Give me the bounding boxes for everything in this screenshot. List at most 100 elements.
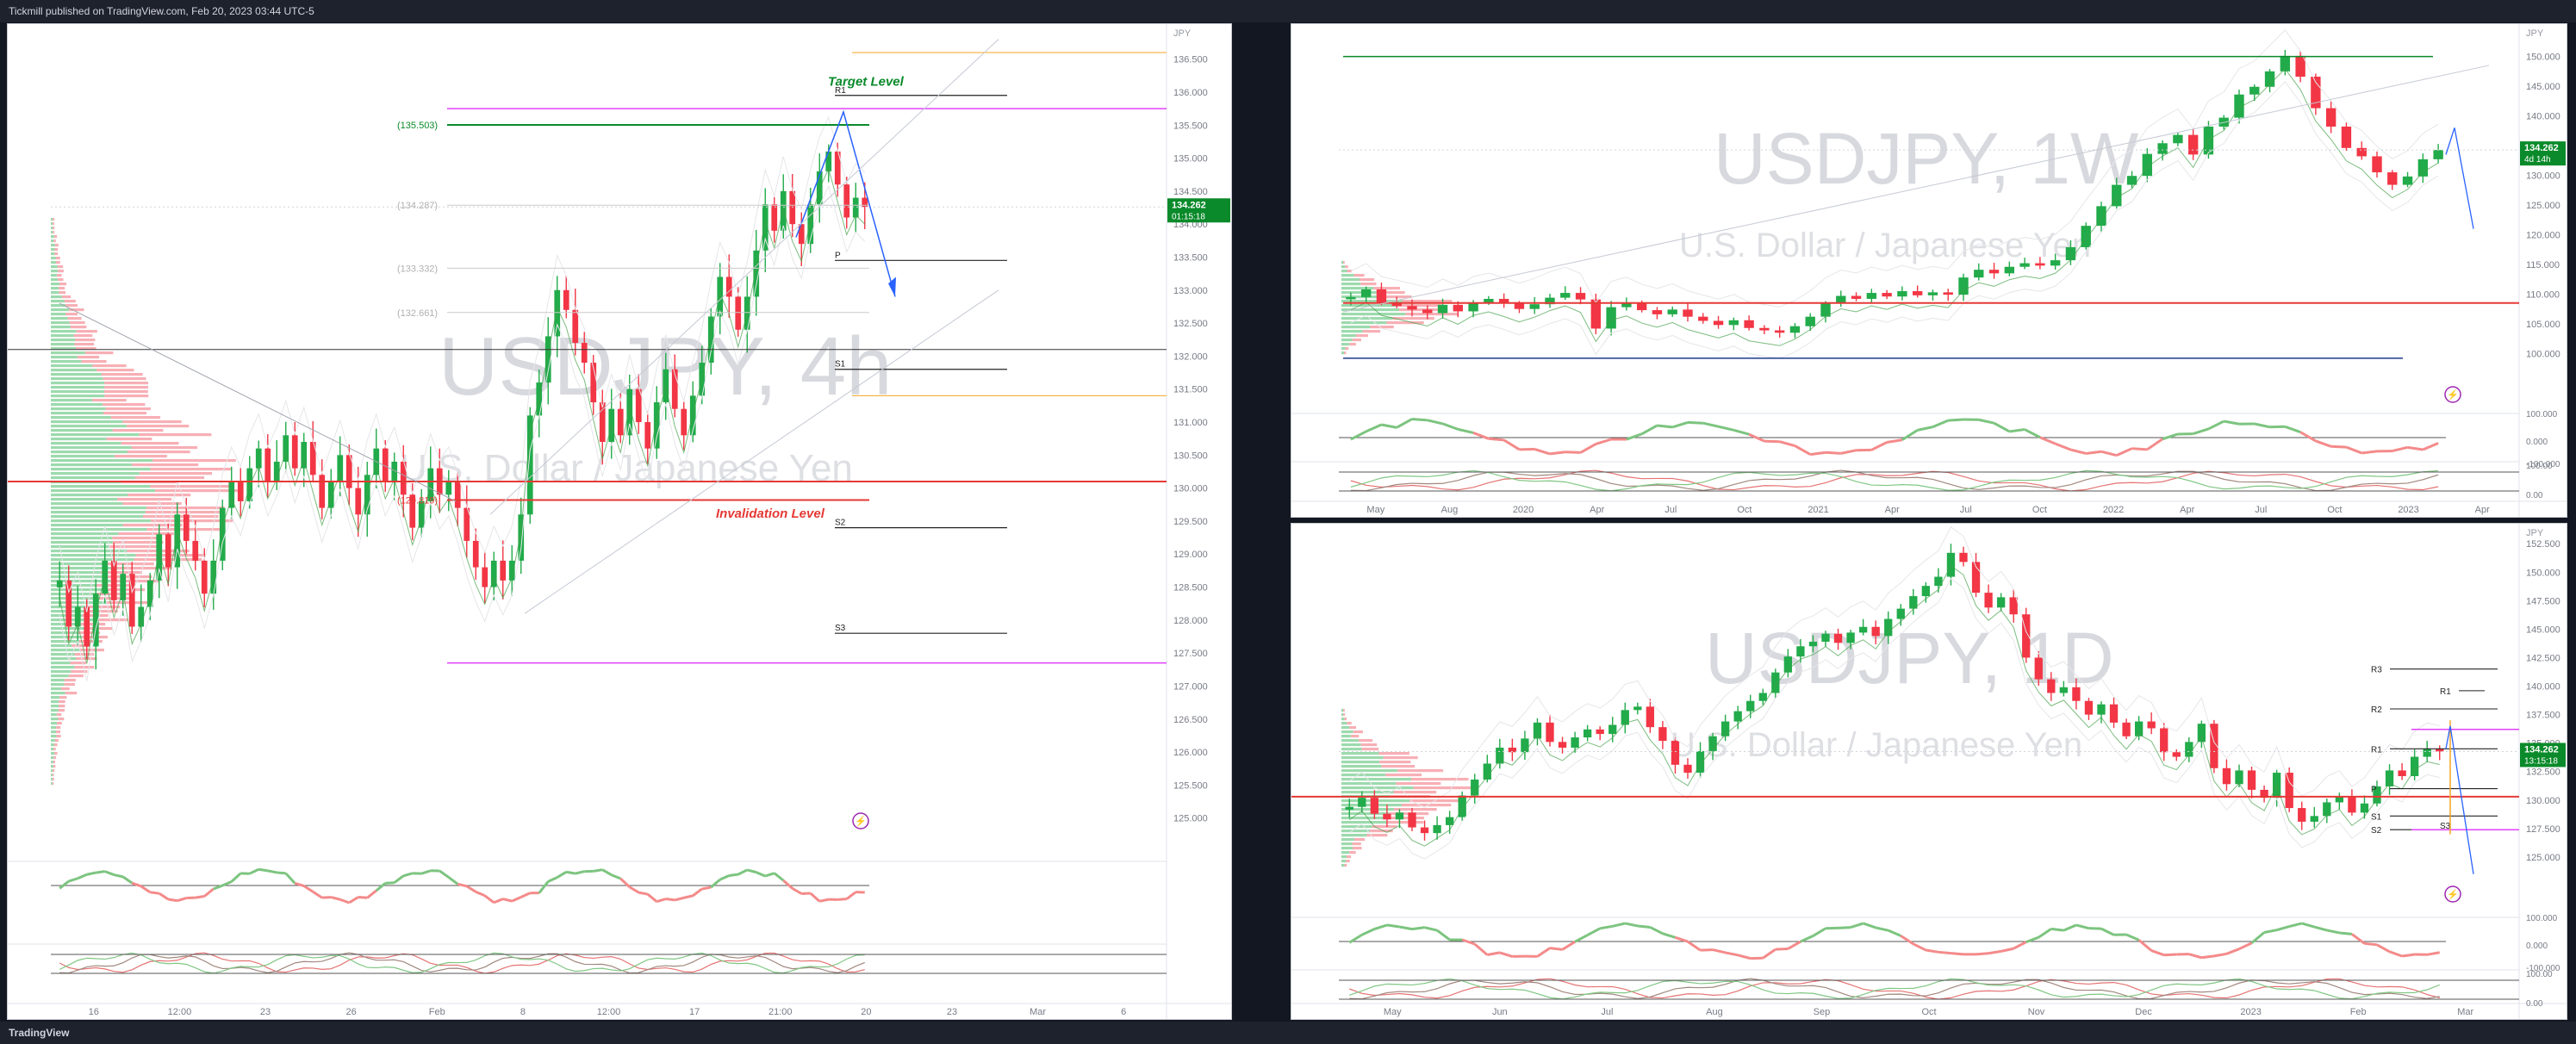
candle-body bbox=[771, 204, 778, 231]
candle-body bbox=[1408, 812, 1416, 828]
countdown-value: 01:15:18 bbox=[1172, 212, 1205, 221]
volume-profile-bar bbox=[51, 679, 65, 682]
oscillator-segment bbox=[746, 868, 757, 874]
volume-profile-bar bbox=[1341, 317, 1393, 320]
candle-body bbox=[1558, 742, 1567, 748]
volume-profile-bar bbox=[1378, 752, 1409, 755]
oscillator-segment bbox=[692, 887, 703, 898]
volume-profile-bar bbox=[1341, 752, 1379, 755]
candle-body bbox=[735, 296, 742, 330]
y-tick-label: 133.000 bbox=[1173, 286, 1208, 296]
volume-profile-bar bbox=[1341, 270, 1347, 273]
candle-body bbox=[1496, 747, 1504, 764]
volume-profile-bar bbox=[1341, 330, 1363, 333]
oscillator-segment bbox=[756, 871, 766, 878]
oscillator-segment bbox=[2207, 419, 2224, 431]
candle-body bbox=[2059, 687, 2069, 693]
chart-panel-1w[interactable]: USDJPY, 1W U.S. Dollar / Japanese Yen JPY 1… bbox=[1291, 23, 2567, 518]
projection-arrow bbox=[2445, 127, 2474, 229]
y-tick-label: 142.500 bbox=[2526, 653, 2560, 663]
candle-body bbox=[2096, 206, 2106, 227]
oscillator-segment bbox=[1671, 420, 1689, 429]
y-tick-label: 135.500 bbox=[1173, 121, 1208, 131]
y-tick-label: 129.000 bbox=[1173, 550, 1208, 560]
x-tick-label: Jun bbox=[1492, 1007, 1508, 1017]
oscillator-segment bbox=[2315, 439, 2332, 448]
volume-profile-bar bbox=[1372, 825, 1397, 829]
oscillator-segment bbox=[1574, 934, 1589, 943]
x-tick-label: 6 bbox=[1121, 1007, 1126, 1017]
candle-body bbox=[2410, 756, 2419, 777]
oscillator-segment bbox=[1737, 954, 1752, 960]
oscillator-segment bbox=[1436, 929, 1451, 941]
volume-profile-bar bbox=[1341, 283, 1361, 286]
watermark-subtitle: U.S. Dollar / Japanese Yen bbox=[1679, 227, 2091, 264]
y-tick-label: 120.000 bbox=[2526, 230, 2560, 240]
candle-body bbox=[2034, 657, 2043, 680]
volume-profile-bar bbox=[1349, 343, 1356, 346]
volume-profile-bar bbox=[104, 395, 149, 398]
oscillator-segment bbox=[638, 891, 649, 896]
candle-body bbox=[1407, 306, 1417, 310]
candle-body bbox=[1808, 641, 1818, 647]
candle-body bbox=[1422, 309, 1433, 314]
oscillator-segment bbox=[1396, 418, 1413, 429]
volume-profile-bar bbox=[1352, 339, 1361, 342]
volume-profile-bar bbox=[51, 373, 102, 376]
volume-profile-bar bbox=[51, 623, 81, 626]
chart-panel-1d[interactable]: USDJPY, 1D U.S. Dollar / Japanese Yen JPY 1… bbox=[1291, 523, 2567, 1020]
oscillator-segment bbox=[1503, 438, 1521, 451]
candle-body bbox=[291, 435, 298, 469]
candle-body bbox=[1658, 727, 1667, 742]
candle-body bbox=[1833, 633, 1843, 643]
oscillator-segment bbox=[1612, 922, 1626, 928]
oscillator-segment bbox=[2063, 923, 2077, 932]
x-tick-label: May bbox=[1366, 505, 1384, 515]
volume-profile-bar bbox=[101, 571, 142, 575]
chart-panel-4h[interactable]: USDJPY, 4h U.S. Dollar / Japanese Yen JPY 1… bbox=[7, 23, 1232, 1020]
x-tick-label: Aug bbox=[1441, 505, 1459, 515]
candle-body bbox=[2260, 789, 2268, 799]
pivot-label: P bbox=[2371, 786, 2377, 795]
volume-profile-bar bbox=[1353, 730, 1363, 734]
publish-bar: Tickmill published on TradingView.com, F… bbox=[0, 0, 2576, 22]
oscillator-segment bbox=[68, 877, 78, 883]
oscillator-segment bbox=[2376, 943, 2391, 954]
volume-profile-bar bbox=[51, 692, 65, 695]
candle-body bbox=[445, 481, 452, 495]
currency-label: JPY bbox=[2526, 28, 2544, 39]
candle-body bbox=[174, 514, 181, 568]
volume-profile-bar bbox=[1396, 782, 1441, 786]
candle-body bbox=[183, 514, 190, 541]
oscillator-segment bbox=[2100, 927, 2115, 936]
volume-profile-bar bbox=[53, 769, 55, 773]
y-tick-label: 129.500 bbox=[1173, 517, 1208, 527]
oscillator-segment bbox=[547, 876, 558, 883]
chart-1d[interactable]: USDJPY, 1DU.S. Dollar / Japanese YenJPY1… bbox=[1291, 524, 2567, 1019]
oscillator-segment bbox=[1875, 926, 1889, 932]
oscillator-segment bbox=[2284, 425, 2301, 434]
watermark-subtitle: U.S. Dollar / Japanese Yen bbox=[1671, 726, 2082, 764]
candle-body bbox=[2050, 260, 2061, 266]
volume-profile-bar bbox=[52, 774, 54, 777]
volume-profile-bar bbox=[65, 313, 78, 316]
candle-body bbox=[2122, 722, 2131, 736]
oscillator-segment bbox=[2426, 951, 2440, 956]
volume-profile-bar bbox=[51, 705, 59, 708]
volume-profile-bar bbox=[1346, 860, 1350, 863]
chart-1w[interactable]: USDJPY, 1W U.S. Dollar / Japanese Yen JPY 1… bbox=[1291, 24, 2567, 517]
volume-profile-bar bbox=[1341, 817, 1387, 820]
candle-body bbox=[852, 197, 859, 218]
candle-body bbox=[1896, 608, 1905, 619]
candle-body bbox=[2187, 134, 2199, 155]
trend-line bbox=[59, 302, 457, 502]
volume-profile-bar bbox=[51, 351, 85, 355]
candle-body bbox=[2047, 679, 2056, 693]
volume-profile-bar bbox=[1353, 274, 1365, 277]
oscillator-segment bbox=[1381, 423, 1397, 429]
x-tick-label: 2022 bbox=[2103, 505, 2124, 515]
chart-4h[interactable]: USDJPY, 4hU.S. Dollar / Japanese YenJPY1… bbox=[8, 24, 1231, 1019]
y-tick-label: 150.000 bbox=[2526, 53, 2560, 63]
volume-profile-bar bbox=[103, 377, 146, 381]
volume-profile-bar bbox=[51, 627, 85, 631]
